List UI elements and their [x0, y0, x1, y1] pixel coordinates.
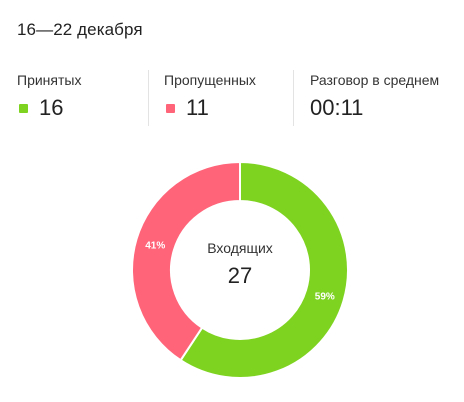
- stat-missed-label: Пропущенных: [164, 72, 256, 88]
- stat-accepted: Принятых 16: [17, 66, 147, 126]
- donut-slice-label-missed: 41%: [145, 241, 165, 252]
- donut-slice-missed: [131, 160, 241, 362]
- stat-missed-value: 11: [186, 95, 209, 120]
- stat-accepted-value: 16: [39, 95, 64, 120]
- stat-divider: [148, 70, 149, 126]
- date-range-title: 16—22 декабря: [17, 20, 143, 39]
- stat-accepted-label: Принятых: [17, 72, 82, 88]
- stats-row: Принятых 16 Пропущенных 11 Разговор в ср…: [0, 66, 464, 126]
- accepted-color-marker: [19, 104, 28, 113]
- donut-center-value: 27: [227, 263, 253, 288]
- donut-center-label: Входящих: [207, 240, 273, 256]
- donut-slice-accepted: [179, 160, 349, 379]
- stat-missed: Пропущенных 11: [164, 66, 294, 126]
- stat-average-value: 00:11: [310, 95, 364, 120]
- donut-chart: 59% 41% Входящих 27: [130, 160, 350, 380]
- donut-slice-label-accepted: 59%: [315, 291, 335, 302]
- stat-average-label: Разговор в среднем: [310, 72, 440, 88]
- missed-color-marker: [166, 104, 175, 113]
- stat-average-talk: Разговор в среднем 00:11: [310, 66, 460, 126]
- donut-svg: 59% 41%: [131, 160, 349, 379]
- stat-divider: [293, 70, 294, 126]
